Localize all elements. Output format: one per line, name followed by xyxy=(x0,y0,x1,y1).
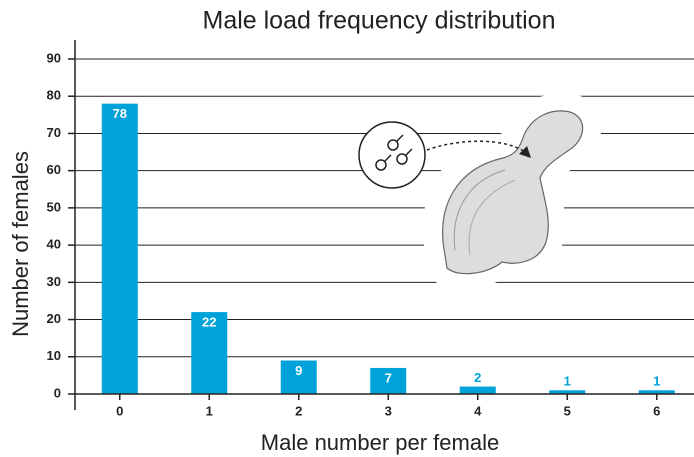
value-label: 78 xyxy=(113,106,127,121)
value-label: 2 xyxy=(474,370,481,385)
value-label: 7 xyxy=(385,370,392,385)
y-tick-label: 40 xyxy=(47,237,61,252)
value-label: 22 xyxy=(202,315,216,330)
x-tick-label: 1 xyxy=(206,403,213,418)
value-label: 9 xyxy=(295,363,302,378)
x-tick-label: 3 xyxy=(385,403,392,418)
y-axis-label: Number of females xyxy=(8,151,33,337)
chart: Male load frequency distribution Male nu… xyxy=(0,0,694,457)
x-tick-label: 5 xyxy=(564,403,571,418)
x-tick-label: 2 xyxy=(295,403,302,418)
x-tick-label: 0 xyxy=(116,403,123,418)
bar xyxy=(102,104,138,394)
y-tick-label: 30 xyxy=(47,274,61,289)
y-tick-label: 10 xyxy=(47,348,61,363)
bar xyxy=(460,387,496,394)
y-tick-label: 60 xyxy=(47,162,61,177)
y-tick-label: 80 xyxy=(47,88,61,103)
y-tick-label: 20 xyxy=(47,311,61,326)
y-tick-label: 50 xyxy=(47,199,61,214)
grid xyxy=(75,59,694,394)
y-tick-label: 0 xyxy=(54,385,61,400)
x-tick-label: 4 xyxy=(474,403,482,418)
y-tick-label: 90 xyxy=(47,50,61,65)
value-label: 1 xyxy=(564,374,571,389)
x-tick-label: 6 xyxy=(653,403,660,418)
y-tick-label: 70 xyxy=(47,125,61,140)
chart-title: Male load frequency distribution xyxy=(203,7,556,35)
value-label: 1 xyxy=(653,374,660,389)
x-axis-label: Male number per female xyxy=(261,430,499,455)
